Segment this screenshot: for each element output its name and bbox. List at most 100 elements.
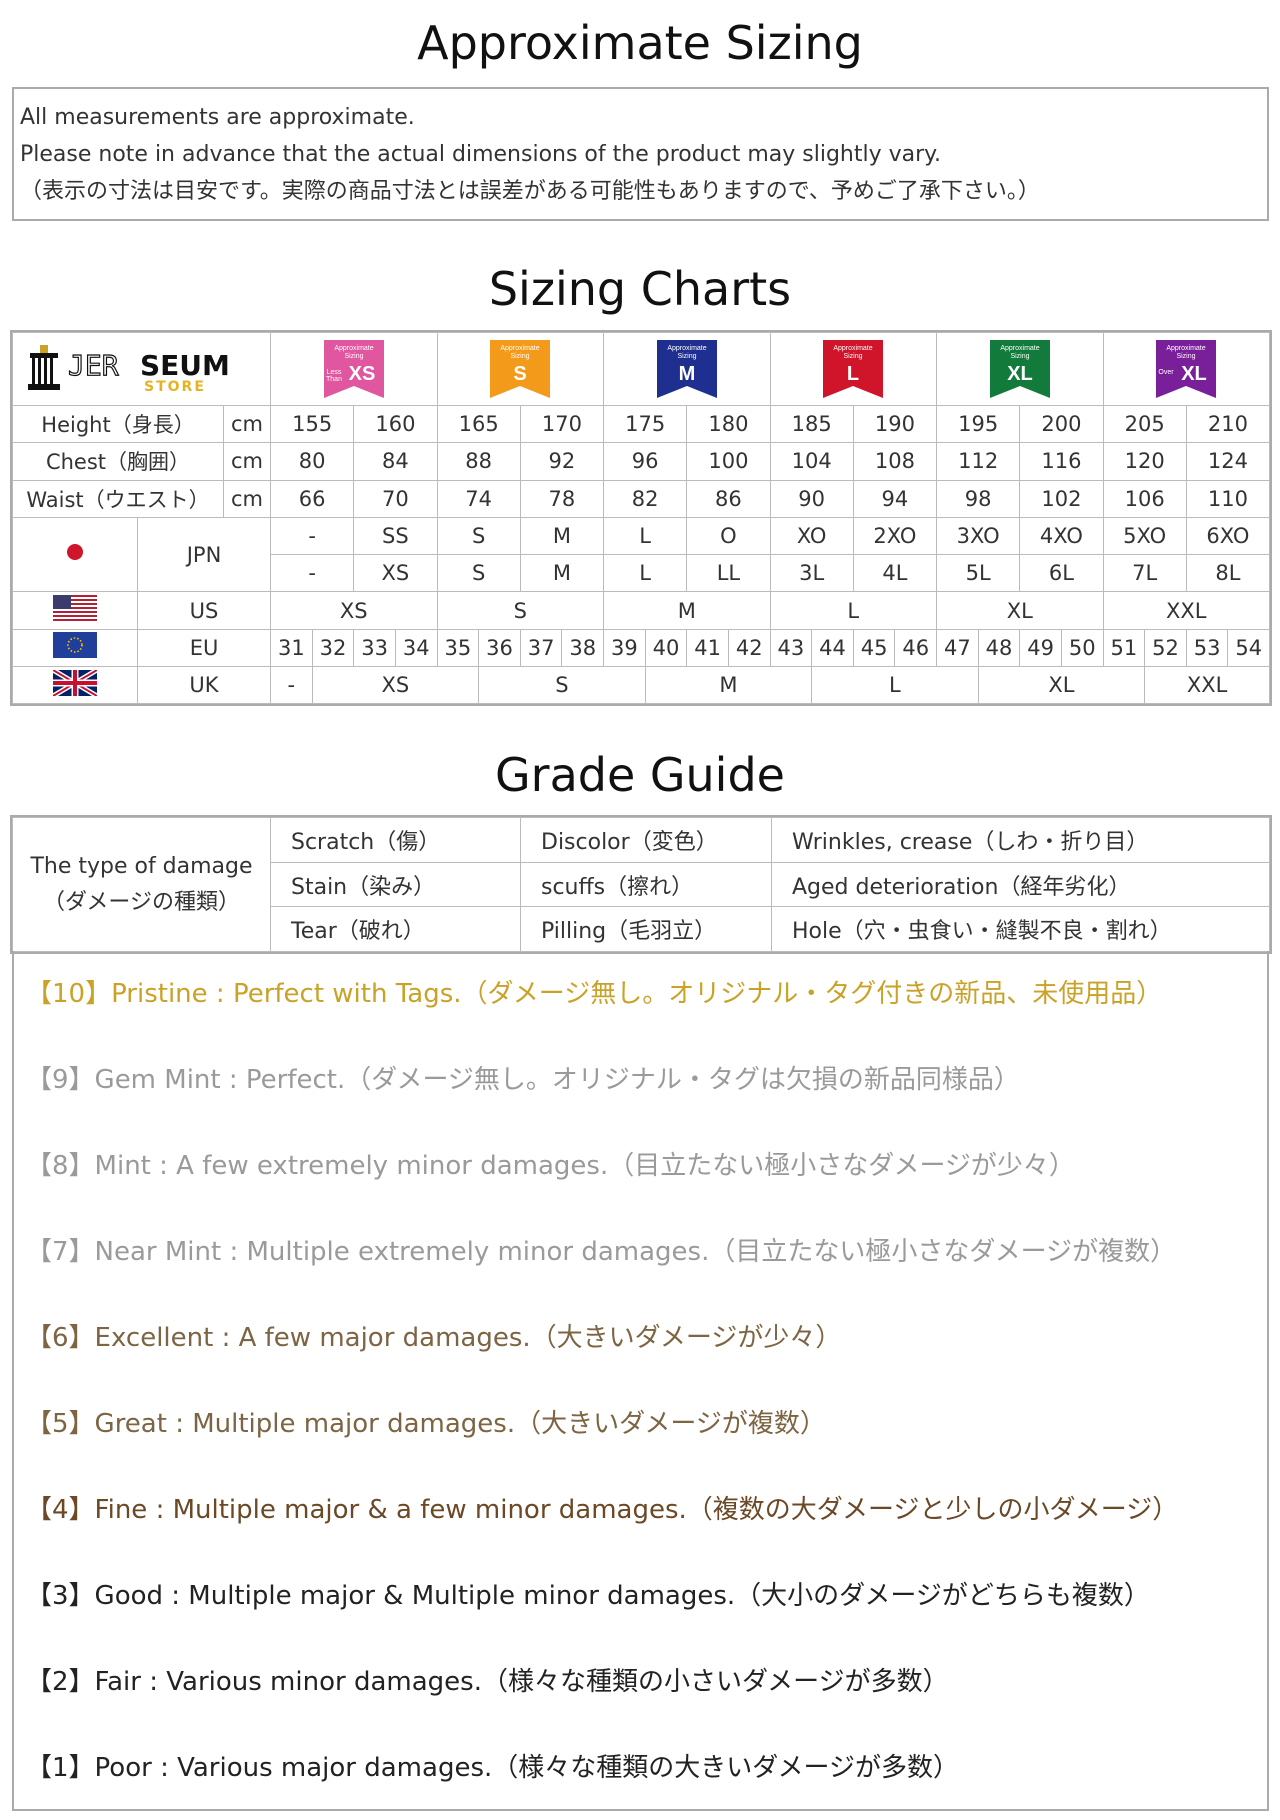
brand-logo: JER SEUM STORE	[11, 332, 272, 406]
svg-text:Sizing: Sizing	[511, 353, 530, 360]
jpn-size: 3L	[769, 554, 854, 593]
measure-value: 90	[769, 479, 854, 518]
table-row: JPN - SS S M L O XO 2XO 3XO 4XO 5XO 6XO	[12, 516, 1271, 593]
size-badge-cell: Approximate Sizing Over XL	[1102, 332, 1271, 406]
grade-item: 【1】Poor : Various major damages.（様々な種類の大…	[26, 1753, 959, 1783]
eu-size: 35	[436, 628, 480, 668]
jpn-size: 6L	[1019, 554, 1104, 593]
measure-value: 78	[519, 479, 605, 518]
size-badge-cell: Approximate Sizing Less Than XS	[270, 332, 438, 406]
damage-type-label: The type of damage （ダメージの種類）	[12, 816, 271, 953]
jpn-size: 5L	[936, 554, 1021, 593]
measure-value: 102	[1019, 479, 1104, 518]
uk-size: -	[270, 666, 313, 705]
jpn-size: 4XO	[1019, 516, 1104, 556]
svg-text:Than: Than	[326, 376, 342, 383]
jpn-size: -	[270, 554, 355, 593]
eu-size: 40	[644, 628, 688, 668]
damage-cell: Wrinkles, crease（しわ・折り目）	[771, 817, 1270, 863]
us-size: XXL	[1102, 591, 1271, 630]
svg-text:Sizing: Sizing	[677, 353, 696, 360]
damage-cell: Discolor（変色）	[520, 817, 772, 863]
size-badge-cell: Approximate Sizing S	[436, 332, 605, 406]
eu-size: 47	[936, 628, 979, 668]
table-row: Chest（胸囲） cm 80 84 88 92 96 100 104 108 112 116 120 1…	[12, 442, 1271, 481]
measure-value: 84	[353, 442, 438, 481]
damage-label-ja: （ダメージの種類）	[43, 889, 240, 915]
measure-value: 70	[353, 479, 438, 518]
eu-size: 41	[686, 628, 729, 668]
jpn-size: S	[436, 554, 521, 593]
jpn-size: L	[603, 554, 688, 593]
table-row: US XS S M L XL XXL	[12, 591, 1271, 630]
eu-size: 46	[894, 628, 938, 668]
eu-size: 33	[353, 628, 396, 668]
measure-value: 80	[270, 442, 355, 481]
jpn-size: O	[686, 516, 771, 556]
jpn-size: -	[270, 516, 355, 556]
damage-cell: Hole（穴・虫食い・縫製不良・割れ）	[771, 906, 1270, 953]
us-size: XS	[270, 591, 438, 630]
eu-size: 34	[394, 628, 438, 668]
eu-size: 39	[603, 628, 646, 668]
measure-value: 175	[603, 404, 688, 444]
eu-size: 37	[519, 628, 563, 668]
damage-cell: Pilling（毛羽立）	[520, 906, 772, 953]
country-label: US	[136, 591, 272, 630]
eu-size: 42	[727, 628, 771, 668]
grade-item: 【3】Good : Multiple major & Multiple mino…	[26, 1581, 1150, 1611]
flag-japan	[12, 516, 138, 593]
measure-value: 100	[686, 442, 771, 481]
measure-value: 165	[436, 404, 521, 444]
measure-value: 94	[852, 479, 938, 518]
us-size: L	[769, 591, 938, 630]
flag-uk	[12, 666, 138, 705]
grade-item: 【8】Mint : A few extremely minor damages.…	[26, 1151, 1075, 1181]
jpn-size: LL	[686, 554, 771, 593]
eu-size: 49	[1019, 628, 1062, 668]
svg-text:Approximate: Approximate	[1167, 345, 1206, 352]
eu-size: 50	[1060, 628, 1104, 668]
jpn-size: 8L	[1185, 554, 1271, 593]
jpn-size: M	[519, 554, 605, 593]
measure-value: 82	[603, 479, 688, 518]
uk-size: XL	[977, 666, 1146, 705]
jpn-size: XO	[769, 516, 854, 556]
us-flag-icon	[53, 595, 97, 622]
measure-value: 108	[852, 442, 938, 481]
table-row: JER SEUM STORE Approximate Sizing Less Than XS A…	[11, 332, 1271, 406]
uk-size: S	[478, 666, 646, 705]
measure-value: 210	[1185, 404, 1271, 444]
measure-value: 86	[686, 479, 771, 518]
approx-sizing-title: Approximate Sizing	[417, 16, 863, 70]
us-size: S	[436, 591, 605, 630]
note-line: Please note in advance that the actual d…	[20, 142, 942, 167]
damage-cell: scuffs（擦れ）	[520, 861, 772, 908]
measure-value: 98	[936, 479, 1021, 518]
jpn-size: 4L	[852, 554, 938, 593]
svg-text:Approximate: Approximate	[501, 345, 540, 352]
uk-size: XXL	[1144, 666, 1271, 705]
jpn-size: L	[603, 516, 688, 556]
uk-size: L	[811, 666, 979, 705]
measure-label: Waist（ウエスト）	[12, 479, 224, 518]
eu-size: 54	[1227, 628, 1271, 668]
jpn-size: 5XO	[1102, 516, 1187, 556]
svg-text:Sizing: Sizing	[844, 353, 863, 360]
table-row: Waist（ウエスト） cm 66 70 74 78 82 86 90 94 98 102 106 110	[12, 479, 1271, 518]
measure-value: 96	[603, 442, 688, 481]
measure-value: 120	[1102, 442, 1187, 481]
unit-label: cm	[222, 442, 272, 481]
measure-value: 155	[270, 404, 355, 444]
measure-value: 66	[270, 479, 355, 518]
damage-cell: Aged deterioration（経年劣化）	[771, 861, 1270, 908]
size-badge-cell: Approximate Sizing XL	[936, 332, 1104, 406]
sizing-charts-title: Sizing Charts	[488, 262, 792, 316]
svg-text:Approximate: Approximate	[1000, 345, 1039, 352]
jpn-size: XS	[353, 554, 438, 593]
grade-guide-title: Grade Guide	[495, 748, 785, 802]
jpn-size: SS	[353, 516, 438, 556]
eu-size: 32	[311, 628, 355, 668]
